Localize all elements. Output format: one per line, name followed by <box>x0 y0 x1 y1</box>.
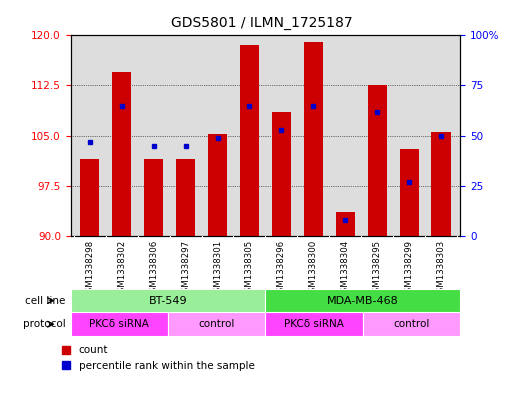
Bar <box>336 212 355 236</box>
Text: control: control <box>393 319 430 329</box>
Bar <box>266 289 460 312</box>
Text: protocol: protocol <box>22 319 65 329</box>
Bar <box>363 312 460 336</box>
Bar <box>368 85 387 236</box>
Bar <box>208 134 227 236</box>
Text: GSM1338304: GSM1338304 <box>341 240 350 298</box>
Legend: count, percentile rank within the sample: count, percentile rank within the sample <box>58 341 259 375</box>
Bar <box>168 312 266 336</box>
Text: PKCδ siRNA: PKCδ siRNA <box>284 319 344 329</box>
Text: GSM1338305: GSM1338305 <box>245 240 254 298</box>
Text: PKCδ siRNA: PKCδ siRNA <box>89 319 149 329</box>
Bar <box>71 312 168 336</box>
Text: GSM1338302: GSM1338302 <box>117 240 126 298</box>
Text: GDS5801 / ILMN_1725187: GDS5801 / ILMN_1725187 <box>170 16 353 30</box>
Text: GSM1338303: GSM1338303 <box>437 240 446 298</box>
Text: MDA-MB-468: MDA-MB-468 <box>327 296 399 306</box>
Text: cell line: cell line <box>25 296 65 306</box>
Text: GSM1338299: GSM1338299 <box>405 240 414 298</box>
Text: GSM1338298: GSM1338298 <box>85 240 94 298</box>
Bar <box>80 159 99 236</box>
Text: GSM1338297: GSM1338297 <box>181 240 190 298</box>
Bar <box>240 45 259 236</box>
Text: GSM1338306: GSM1338306 <box>149 240 158 298</box>
Bar <box>144 159 163 236</box>
Text: GSM1338295: GSM1338295 <box>373 240 382 298</box>
Bar <box>112 72 131 236</box>
Bar <box>304 42 323 236</box>
Bar <box>176 159 195 236</box>
Bar <box>431 132 451 236</box>
Bar <box>71 289 266 312</box>
Text: GSM1338296: GSM1338296 <box>277 240 286 298</box>
Text: control: control <box>199 319 235 329</box>
Bar <box>272 112 291 236</box>
Text: GSM1338300: GSM1338300 <box>309 240 318 298</box>
Bar <box>400 149 419 236</box>
Text: GSM1338301: GSM1338301 <box>213 240 222 298</box>
Text: BT-549: BT-549 <box>149 296 187 306</box>
Bar <box>266 312 363 336</box>
